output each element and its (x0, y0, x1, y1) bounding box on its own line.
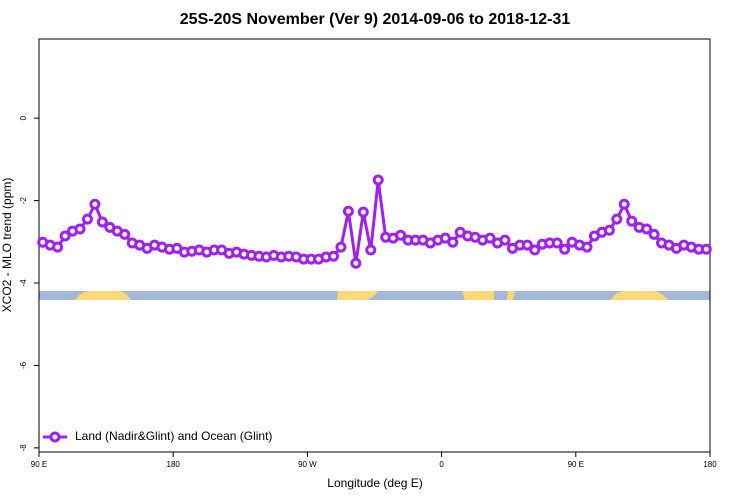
y-tick-label: -2 (19, 196, 28, 204)
data-point (484, 232, 496, 244)
x-tick-label: 90 E (568, 460, 584, 469)
y-tick-label: -8 (19, 444, 28, 452)
x-tick-label: 180 (167, 460, 181, 469)
data-point (447, 236, 459, 248)
data-point (581, 241, 593, 253)
y-axis-label: XCO2 - MLO trend (ppm) (0, 178, 14, 313)
data-point (357, 206, 369, 218)
ocean-band (39, 291, 710, 300)
data-point (89, 198, 101, 210)
data-point (529, 244, 541, 256)
y-tick-label: 0 (19, 115, 28, 120)
data-point (372, 174, 384, 186)
data-point (618, 198, 630, 210)
land-segment (75, 291, 131, 300)
chart-title: 25S-20S November (Ver 9) 2014-09-06 to 2… (180, 11, 571, 28)
x-axis-label: Longitude (deg E) (327, 476, 422, 490)
y-tick-label: -6 (19, 361, 28, 369)
data-point (350, 257, 362, 269)
data-point (559, 243, 571, 255)
data-point (626, 215, 638, 227)
data-point (365, 244, 377, 256)
data-point (551, 237, 563, 249)
data-point (499, 234, 511, 246)
x-tick-label: 90 E (31, 460, 47, 469)
data-point (335, 241, 347, 253)
data-point (52, 241, 64, 253)
data-point (603, 224, 615, 236)
data-point (648, 228, 660, 240)
land-segment (507, 291, 515, 300)
data-point (327, 250, 339, 262)
data-point (611, 213, 623, 225)
legend-marker (49, 431, 61, 443)
x-tick-label: 90 W (298, 460, 317, 469)
data-point (96, 216, 108, 228)
data-point (395, 229, 407, 241)
land-segment (337, 291, 378, 300)
data-point (59, 230, 71, 242)
land-segment (611, 291, 668, 300)
land-segment (462, 291, 494, 300)
x-tick-label: 180 (703, 460, 717, 469)
data-point (119, 228, 131, 240)
data-point (74, 223, 86, 235)
data-point (342, 205, 354, 217)
data-point (700, 243, 712, 255)
data-point (81, 213, 93, 225)
legend-label: Land (Nadir&Glint) and Ocean (Glint) (75, 429, 272, 443)
data-point (641, 223, 653, 235)
x-tick-label: 0 (439, 460, 444, 469)
data-point (521, 239, 533, 251)
y-tick-label: -4 (19, 279, 28, 287)
land-ocean-band (39, 291, 710, 300)
